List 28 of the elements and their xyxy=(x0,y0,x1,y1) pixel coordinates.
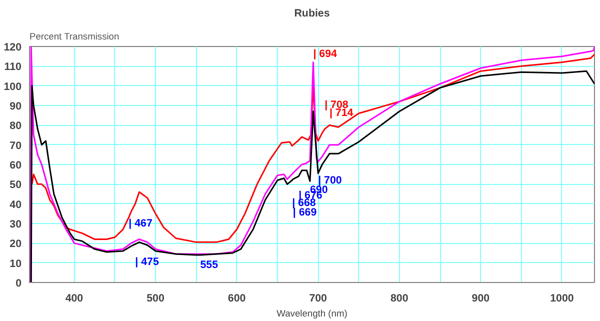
y-tick-label: 10 xyxy=(10,258,22,270)
x-tick-label: 700 xyxy=(309,292,328,304)
x-tick-label: 900 xyxy=(472,292,490,304)
y-tick-label: 20 xyxy=(10,238,22,250)
y-tick-label: 0 xyxy=(16,278,22,290)
x-tick-label: 400 xyxy=(65,292,84,304)
annotation: | 700 xyxy=(318,174,342,186)
y-tick-label: 30 xyxy=(10,218,22,230)
y-tick-label: 110 xyxy=(4,61,22,74)
y-tick-label: 120 xyxy=(4,42,22,54)
chart-title: Rubies xyxy=(294,8,330,20)
y-tick-label: 40 xyxy=(10,198,22,211)
y-tick-label: 60 xyxy=(10,160,22,172)
annotation: | 694 xyxy=(313,48,338,60)
y-axis-title: Percent Transmission xyxy=(30,32,120,42)
y-tick-label: 90 xyxy=(10,100,22,112)
annotation: | 467 xyxy=(128,218,152,230)
annotation: 555 xyxy=(200,258,218,271)
annotation: | 475 xyxy=(135,256,159,268)
x-tick-label: 500 xyxy=(146,292,164,304)
y-tick-label: 100 xyxy=(4,80,22,93)
y-tick-label: 50 xyxy=(10,179,22,192)
x-tick-label: 600 xyxy=(228,292,246,304)
y-tick-label: 80 xyxy=(10,120,22,132)
x-tick-label: 1000 xyxy=(550,292,574,304)
x-axis-title: Wavelength (nm) xyxy=(276,308,348,318)
x-tick-label: 800 xyxy=(390,292,408,304)
y-tick-label: 70 xyxy=(10,140,22,152)
